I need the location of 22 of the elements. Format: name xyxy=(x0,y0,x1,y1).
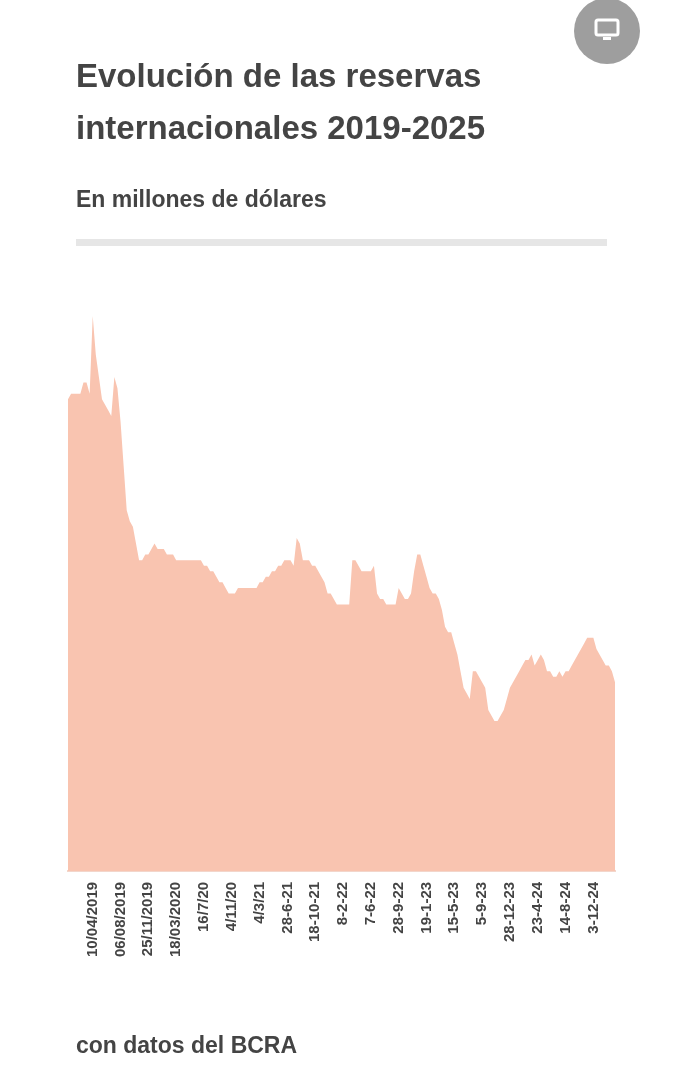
x-tick-label: 8-2-22 xyxy=(333,881,351,926)
x-tick-label: 7-6-22 xyxy=(361,881,378,926)
x-tick-label: 4/11/20 xyxy=(221,881,239,932)
x-tick-label: 06/08/2019 xyxy=(110,881,128,957)
x-tick-label: 10/04/2019 xyxy=(82,881,100,957)
x-tick-label: 23-4-24 xyxy=(527,881,545,934)
x-tick-label: 19-1-23 xyxy=(416,881,434,934)
x-tick-label: 18-10-21 xyxy=(305,881,323,942)
chart-title: Evolución de las reservas internacionales 2019-2025 xyxy=(76,56,487,148)
x-tick-label: 28-9-22 xyxy=(388,881,406,934)
x-tick-label: 18/03/2020 xyxy=(166,881,184,957)
x-tick-label: 28-12-23 xyxy=(500,881,518,942)
x-tick-label: 15-5-23 xyxy=(444,881,462,934)
x-tick-label: 14-8-24 xyxy=(555,881,573,934)
x-tick-label: 25/11/2019 xyxy=(138,881,156,957)
x-tick-label: 28-6-21 xyxy=(277,881,295,934)
x-tick-label: 3-12-24 xyxy=(583,881,601,934)
chart-subtitle: En millones de dólares xyxy=(76,186,327,213)
x-tick-label: 4/3/21 xyxy=(249,881,267,924)
text: con datos del BCRA xyxy=(76,1032,298,1059)
x-tick-label: 16/7/20 xyxy=(194,881,212,932)
x-tick-label: 5-9-23 xyxy=(472,881,490,926)
